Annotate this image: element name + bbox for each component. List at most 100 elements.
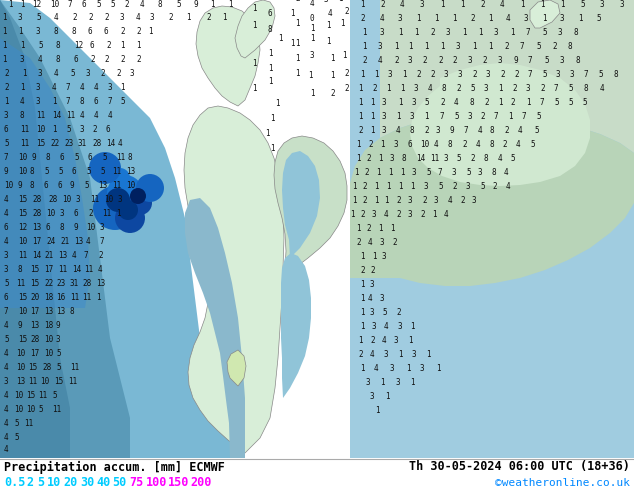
Text: 5: 5	[4, 279, 9, 288]
Text: 4: 4	[368, 294, 373, 303]
Text: 5: 5	[542, 28, 547, 37]
Text: 1: 1	[2, 13, 6, 22]
Text: 11: 11	[430, 154, 439, 163]
Text: 8: 8	[574, 28, 579, 37]
Text: 2: 2	[460, 196, 465, 205]
Text: ©weatheronline.co.uk: ©weatheronline.co.uk	[495, 478, 630, 488]
Text: 1: 1	[252, 59, 257, 68]
Text: 3: 3	[395, 378, 399, 387]
Text: 1: 1	[350, 210, 354, 219]
Text: 2: 2	[504, 42, 508, 51]
Text: 2: 2	[104, 55, 108, 64]
Text: 3: 3	[620, 0, 624, 9]
Text: 15: 15	[30, 279, 39, 288]
Text: 2: 2	[438, 56, 443, 65]
Text: 1: 1	[380, 378, 385, 387]
Text: 2: 2	[136, 27, 141, 36]
Text: 6: 6	[94, 97, 99, 106]
Polygon shape	[274, 136, 347, 278]
Text: 6: 6	[4, 293, 9, 302]
Text: 1: 1	[290, 9, 295, 18]
Text: 5: 5	[480, 182, 484, 191]
Text: 2: 2	[396, 196, 401, 205]
Text: 31: 31	[78, 139, 87, 148]
Text: 11: 11	[66, 111, 75, 120]
Text: 7: 7	[66, 97, 70, 106]
Text: 1: 1	[406, 364, 411, 373]
Text: 8: 8	[54, 27, 58, 36]
Polygon shape	[227, 350, 246, 386]
Text: 5: 5	[456, 154, 461, 163]
Text: 1: 1	[400, 84, 404, 93]
Text: 3: 3	[408, 210, 413, 219]
Text: 11: 11	[82, 293, 91, 302]
Text: 8: 8	[484, 154, 489, 163]
Text: 5: 5	[544, 56, 548, 65]
Text: 3: 3	[498, 56, 503, 65]
Text: 1: 1	[398, 98, 403, 107]
Text: 2: 2	[295, 0, 300, 3]
Text: 3: 3	[36, 27, 41, 36]
Text: 1: 1	[416, 14, 420, 23]
Polygon shape	[196, 6, 260, 106]
Text: 7: 7	[68, 0, 73, 9]
Text: 4: 4	[118, 139, 122, 148]
Text: 7: 7	[84, 251, 89, 260]
Text: 6: 6	[44, 181, 49, 190]
Text: 5: 5	[598, 70, 603, 79]
Text: 2: 2	[392, 238, 397, 247]
Text: 3: 3	[408, 56, 413, 65]
Text: 1: 1	[270, 144, 275, 153]
Text: 5: 5	[536, 112, 541, 121]
Polygon shape	[350, 0, 634, 458]
Text: 8: 8	[30, 167, 35, 176]
Text: 8: 8	[56, 41, 61, 50]
Text: 3: 3	[444, 154, 449, 163]
Text: 5: 5	[424, 98, 429, 107]
Text: 2: 2	[370, 336, 375, 345]
Text: 16: 16	[56, 293, 65, 302]
Text: 2: 2	[482, 56, 487, 65]
Text: 1: 1	[116, 209, 120, 218]
Text: 3: 3	[4, 111, 9, 120]
Text: 4: 4	[382, 336, 387, 345]
Text: 5: 5	[14, 419, 18, 428]
Text: 1: 1	[330, 71, 335, 80]
Text: 2: 2	[360, 210, 365, 219]
Text: 7: 7	[66, 83, 70, 92]
Text: 1: 1	[356, 140, 361, 149]
Text: 4: 4	[140, 0, 145, 9]
Text: 8: 8	[576, 56, 581, 65]
Text: 11: 11	[38, 391, 48, 400]
Text: 9: 9	[74, 223, 79, 232]
Text: 1: 1	[472, 42, 477, 51]
Text: 2: 2	[120, 27, 125, 36]
Text: Th 30-05-2024 06:00 UTC (18+36): Th 30-05-2024 06:00 UTC (18+36)	[409, 461, 630, 473]
Text: 4: 4	[476, 140, 481, 149]
Text: 3: 3	[494, 28, 498, 37]
Text: 1: 1	[270, 114, 275, 123]
Text: 8: 8	[410, 126, 415, 135]
Text: 7: 7	[4, 153, 9, 162]
Text: 11: 11	[116, 153, 126, 162]
Text: 1: 1	[295, 54, 300, 63]
Text: 50: 50	[113, 476, 127, 490]
Text: 3: 3	[118, 195, 122, 204]
Text: 4: 4	[500, 0, 505, 9]
Text: 3: 3	[380, 294, 385, 303]
Text: 6: 6	[90, 41, 94, 50]
Text: 28: 28	[92, 139, 101, 148]
Text: 1: 1	[136, 41, 141, 50]
Text: 3: 3	[372, 210, 377, 219]
Text: 1: 1	[410, 322, 415, 331]
Text: 2: 2	[430, 28, 435, 37]
Text: 1: 1	[222, 13, 226, 22]
Text: 2: 2	[364, 168, 368, 177]
Text: 4: 4	[4, 445, 9, 454]
Text: 1: 1	[374, 70, 378, 79]
Text: 11: 11	[112, 181, 121, 190]
Text: 1: 1	[358, 112, 363, 121]
Text: 20: 20	[30, 293, 39, 302]
Text: 1: 1	[360, 280, 365, 289]
Text: 5: 5	[568, 98, 573, 107]
